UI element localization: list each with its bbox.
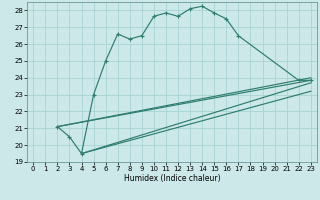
X-axis label: Humidex (Indice chaleur): Humidex (Indice chaleur) [124, 174, 220, 183]
